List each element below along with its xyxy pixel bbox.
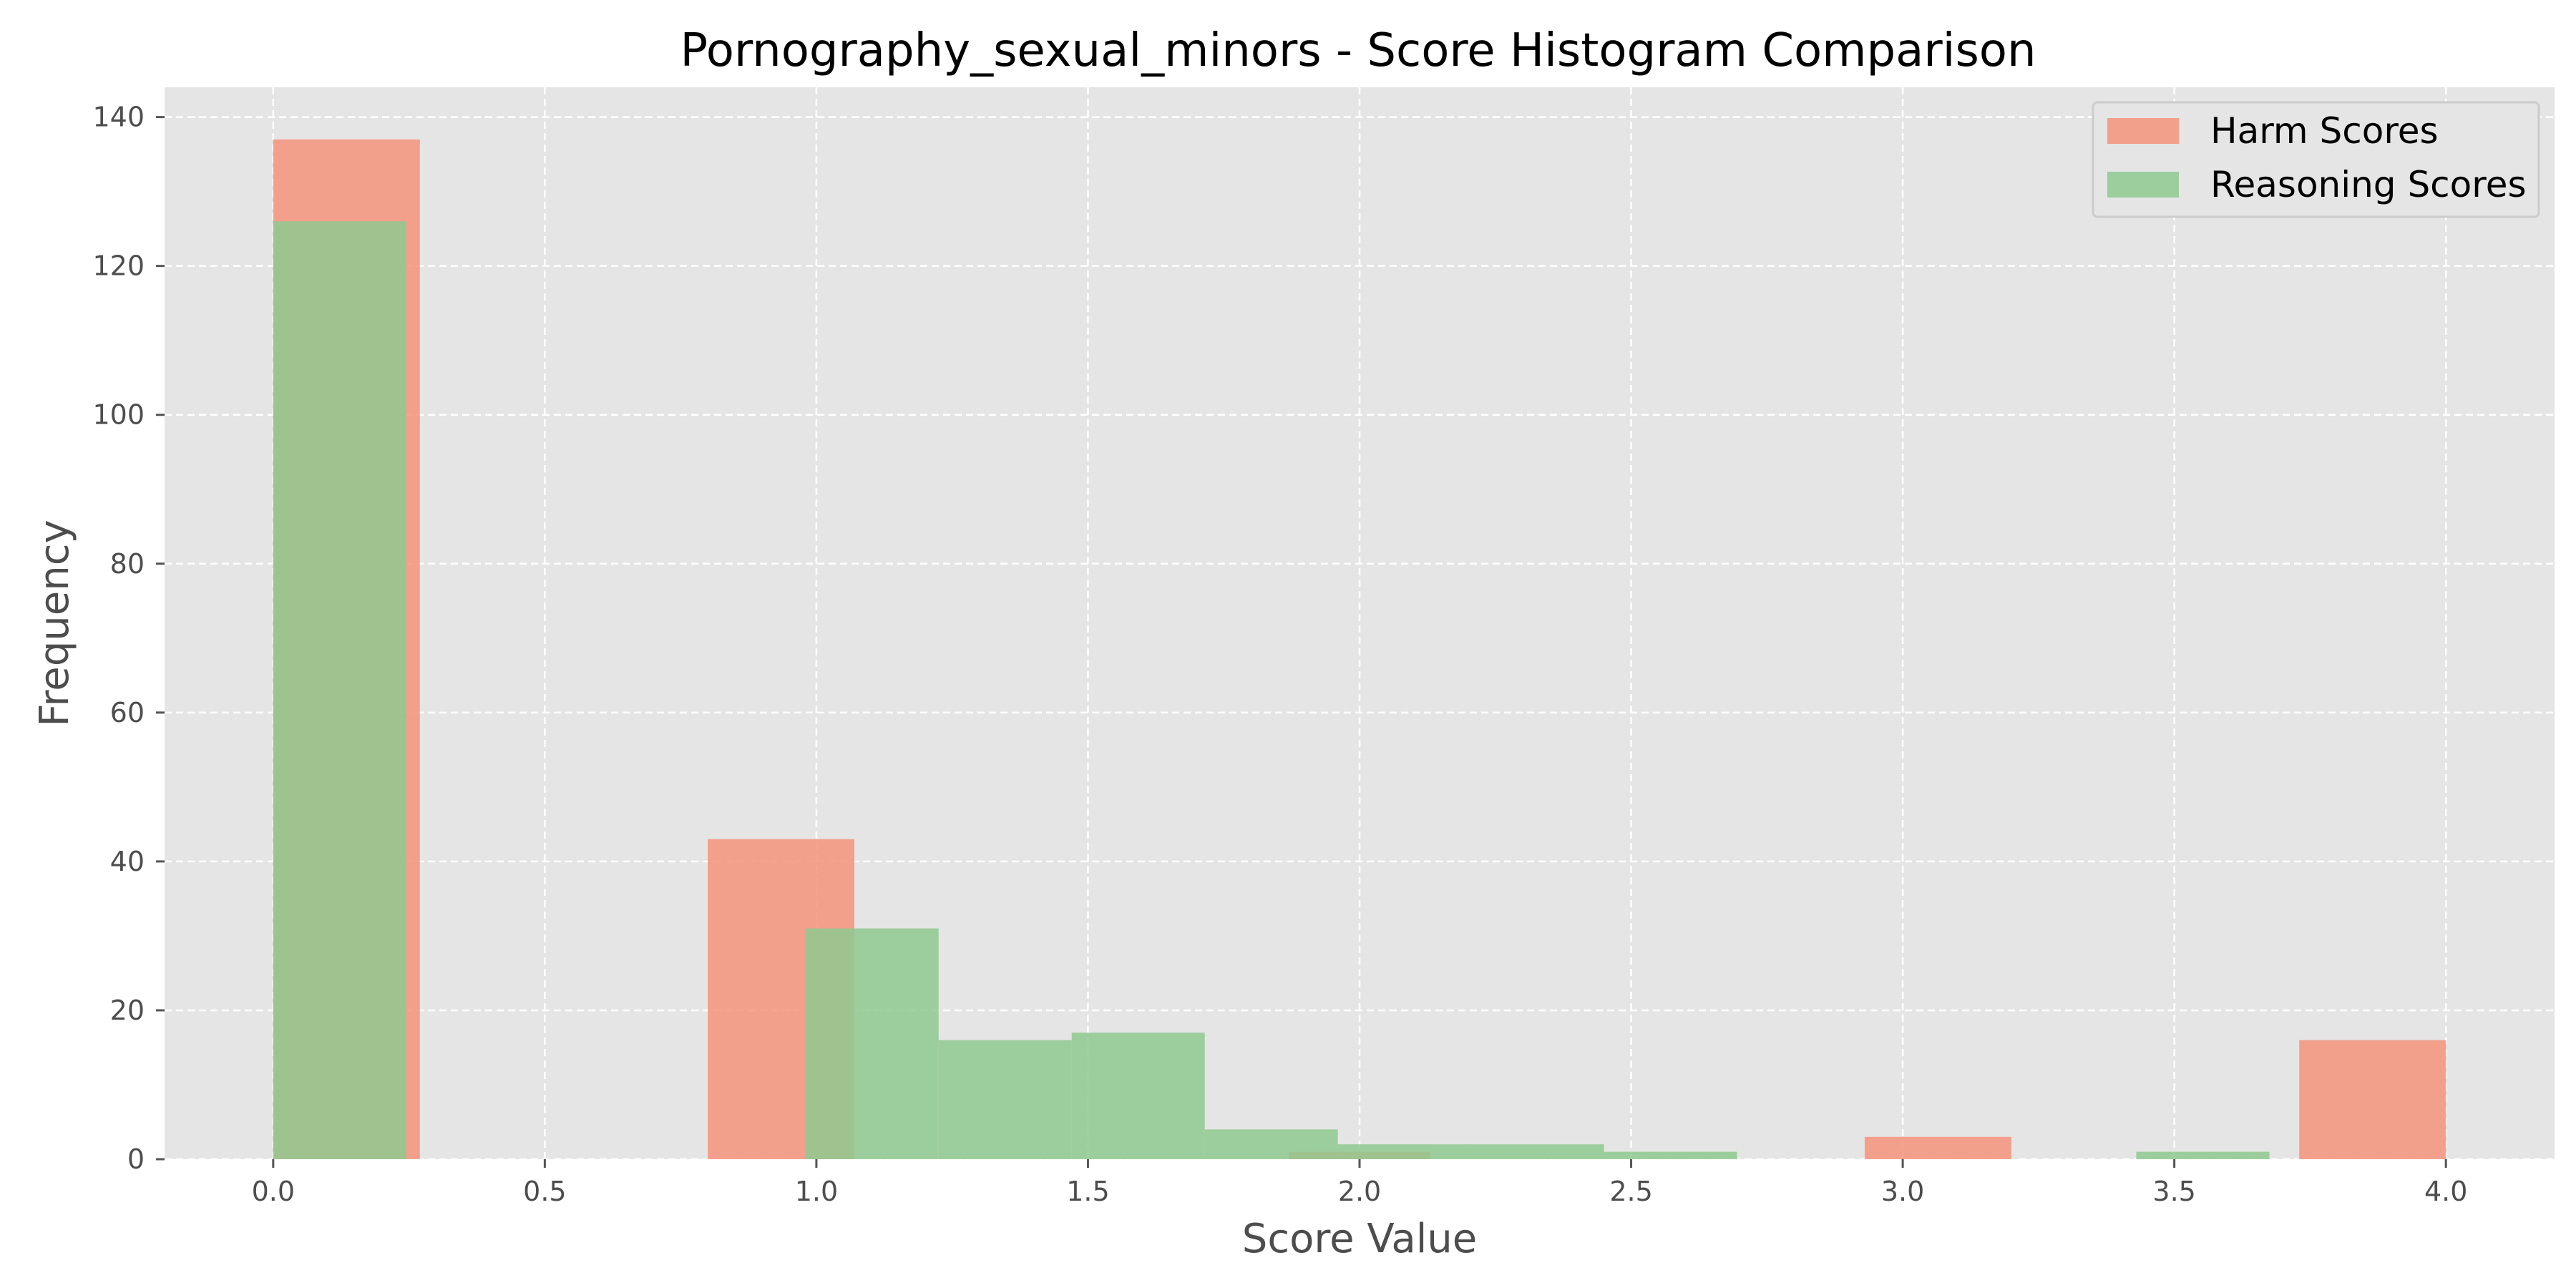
bar-reasoning-scores xyxy=(1337,1144,1471,1159)
bar-reasoning-scores xyxy=(1204,1129,1338,1159)
legend-swatch-harm-scores xyxy=(2107,118,2179,144)
x-axis-ticks: 0.0 0.5 1.0 1.5 2.0 2.5 3.0 3.5 4.0 xyxy=(252,1159,2467,1207)
legend-swatch-reasoning-scores xyxy=(2107,172,2179,197)
y-tick-label: 60 xyxy=(110,697,145,728)
x-tick-label: 0.0 xyxy=(252,1176,295,1207)
legend-label-harm-scores: Harm Scores xyxy=(2210,110,2439,152)
y-tick-label: 100 xyxy=(92,399,145,431)
x-tick-label: 1.5 xyxy=(1066,1176,1109,1207)
x-tick-label: 2.5 xyxy=(1609,1176,1652,1207)
bar-harm-scores xyxy=(1864,1136,2011,1159)
bar-harm-scores xyxy=(2299,1040,2446,1159)
chart-title: Pornography_sexual_minors - Score Histog… xyxy=(680,24,2036,77)
y-tick-label: 120 xyxy=(92,250,145,282)
x-tick-label: 2.0 xyxy=(1338,1176,1381,1207)
x-tick-label: 4.0 xyxy=(2424,1176,2467,1207)
y-tick-label: 0 xyxy=(127,1143,145,1175)
y-tick-label: 40 xyxy=(110,846,145,877)
bar-reasoning-scores xyxy=(2136,1151,2270,1159)
histogram-bars xyxy=(273,139,2446,1159)
x-tick-label: 3.0 xyxy=(1881,1176,1924,1207)
y-tick-label: 140 xyxy=(92,102,145,133)
legend-label-reasoning-scores: Reasoning Scores xyxy=(2210,164,2527,205)
bar-reasoning-scores xyxy=(805,928,939,1159)
y-tick-label: 80 xyxy=(110,548,145,580)
y-axis-label: Frequency xyxy=(31,519,78,726)
legend: Harm Scores Reasoning Scores xyxy=(2092,101,2540,218)
bar-reasoning-scores xyxy=(1071,1033,1205,1159)
x-axis-label: Score Value xyxy=(1242,1216,1477,1262)
bar-reasoning-scores xyxy=(1604,1151,1737,1159)
x-tick-label: 1.0 xyxy=(795,1176,838,1207)
bar-reasoning-scores xyxy=(938,1040,1072,1159)
x-tick-label: 0.5 xyxy=(523,1176,566,1207)
bar-reasoning-scores xyxy=(1470,1144,1604,1159)
y-axis-ticks: 0 20 40 60 80 100 120 140 xyxy=(92,102,165,1175)
legend-box xyxy=(2092,101,2540,218)
x-tick-label: 3.5 xyxy=(2152,1176,2195,1207)
y-tick-label: 20 xyxy=(110,995,145,1026)
bar-reasoning-scores xyxy=(273,221,406,1159)
